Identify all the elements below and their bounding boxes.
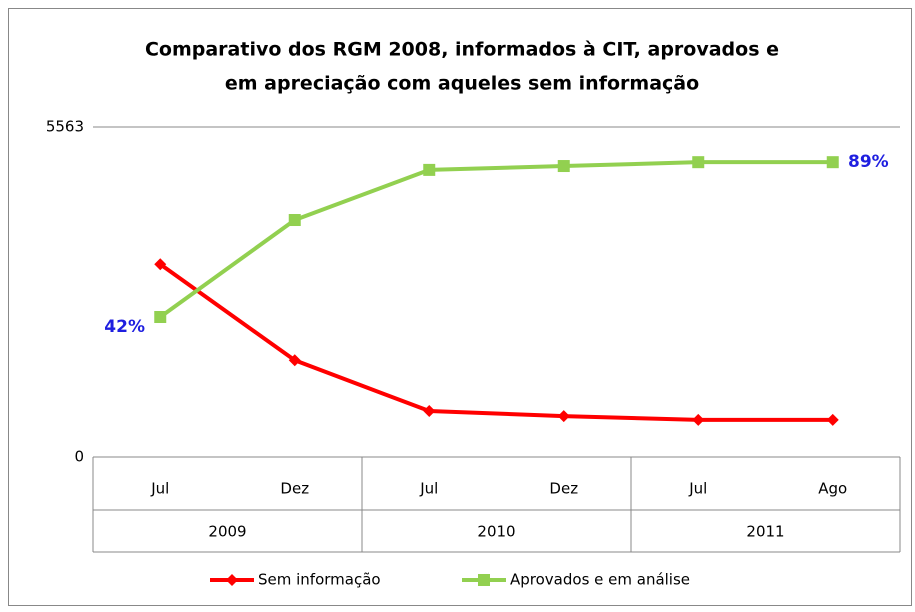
data-point [692, 156, 705, 169]
x-tick-label: Ago [818, 480, 847, 498]
annotation: 42% [104, 317, 145, 337]
legend-label: Sem informação [258, 571, 381, 589]
data-point [288, 214, 301, 227]
chart-border [8, 8, 912, 606]
series-line [159, 160, 833, 319]
series-line [159, 262, 833, 422]
x-tick-label: Jul [688, 480, 707, 498]
data-point [557, 160, 570, 173]
data-point [692, 413, 705, 426]
legend-label: Aprovados e em análise [510, 571, 690, 589]
legend-marker [478, 574, 490, 586]
data-point [557, 410, 570, 423]
y-tick-label: 5563 [46, 118, 84, 136]
chart-title: em apreciação com aqueles sem informação [225, 73, 699, 95]
y-tick-label: 0 [74, 448, 84, 466]
x-group-label: 2010 [477, 523, 515, 541]
data-point [154, 258, 167, 271]
x-tick-label: Jul [419, 480, 438, 498]
data-point [423, 405, 436, 418]
data-point [423, 163, 436, 176]
x-tick-label: Jul [150, 480, 169, 498]
legend-marker [226, 574, 238, 586]
annotation: 89% [848, 152, 889, 172]
chart-title: Comparativo dos RGM 2008, informados à C… [145, 39, 779, 61]
data-point [288, 354, 301, 367]
x-group-label: 2011 [746, 523, 784, 541]
x-group-label: 2009 [208, 523, 246, 541]
x-tick-label: Dez [549, 480, 578, 498]
x-tick-label: Dez [280, 480, 309, 498]
data-point [826, 156, 839, 169]
data-point [826, 413, 839, 426]
data-point [154, 311, 167, 324]
